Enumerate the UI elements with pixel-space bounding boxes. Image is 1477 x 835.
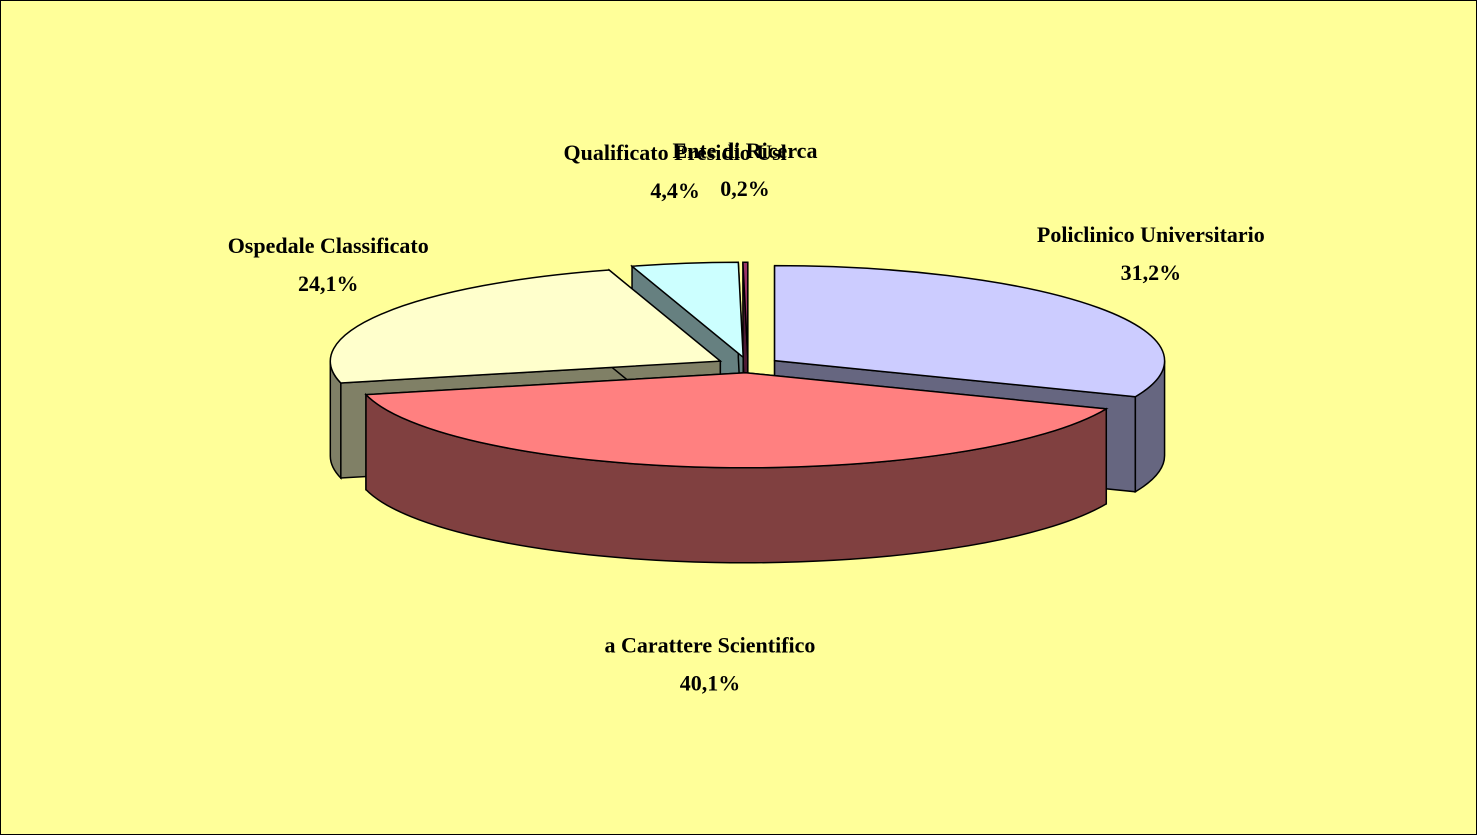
slice	[329, 269, 723, 384]
slice-label: a Carattere Scientifico	[604, 632, 815, 657]
slice	[742, 261, 749, 358]
slice-label: Ospedale Classificato	[228, 233, 429, 258]
slice-value-label: 0,2%	[720, 176, 770, 201]
slice-value-label: 31,2%	[1121, 260, 1182, 285]
slice-value-label: 24,1%	[298, 271, 359, 296]
slice	[364, 372, 1109, 469]
slice-label: Policlinico Universitario	[1037, 222, 1265, 247]
slice-label: Ente di Ricerca	[672, 138, 817, 163]
slice-value-label: 40,1%	[680, 670, 741, 695]
slice	[773, 264, 1166, 398]
slice-label: Qualificato Presidio Usl	[564, 140, 787, 165]
slice	[630, 261, 745, 359]
slice-value-label: 4,4%	[650, 178, 700, 203]
